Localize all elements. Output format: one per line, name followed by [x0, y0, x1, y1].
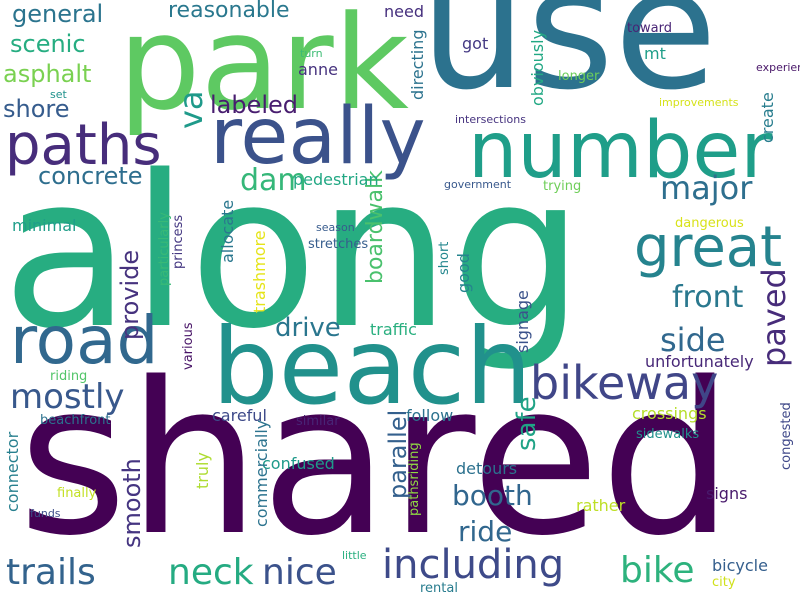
word-directing: directing: [408, 29, 427, 100]
word-provide: provide: [116, 249, 144, 340]
word-connector: connector: [3, 431, 22, 512]
word-sidewalks: sidewalks: [636, 427, 700, 442]
word-va: va: [172, 90, 210, 129]
word-use: use: [420, 0, 718, 127]
word-turn: turn: [300, 47, 323, 60]
word-commercially: commercially: [252, 419, 271, 527]
word-mt: mt: [644, 44, 666, 63]
word-rental: rental: [420, 581, 458, 596]
word-concrete: concrete: [38, 162, 143, 190]
word-bikeway: bikeway: [530, 356, 719, 410]
word-allocate: allocate: [218, 199, 237, 263]
word-paths: paths: [5, 113, 162, 178]
word-along: along: [2, 130, 584, 375]
word-paved: paved: [755, 268, 793, 367]
word-intersections: intersections: [455, 113, 526, 126]
word-experience: experience: [756, 61, 800, 74]
word-create: create: [758, 92, 777, 143]
word-need: need: [384, 2, 424, 21]
word-great: great: [634, 215, 783, 280]
word-really: really: [210, 92, 426, 182]
word-got: got: [462, 34, 489, 53]
word-bike: bike: [620, 550, 695, 591]
word-labeled: labeled: [210, 91, 299, 119]
word-funds: funds: [30, 507, 61, 520]
word-beachfront: beachfront: [40, 413, 111, 428]
word-safe: safe: [512, 396, 542, 451]
word-including: including: [382, 542, 565, 588]
word-side: side: [660, 321, 726, 359]
word-signs: signs: [706, 484, 748, 503]
word-nice: nice: [262, 552, 337, 593]
word-particularly: particularly: [157, 212, 172, 286]
word-city: city: [712, 575, 736, 590]
word-crossings: crossings: [632, 404, 707, 423]
word-park: park: [118, 0, 409, 139]
word-longer: longer: [558, 69, 600, 84]
word-confused: confused: [262, 454, 335, 473]
word-ride: ride: [458, 515, 513, 548]
word-traffic: traffic: [370, 320, 417, 339]
word-number: number: [468, 106, 773, 196]
word-signage: signage: [513, 290, 532, 353]
word-road: road: [10, 302, 159, 379]
word-mostly: mostly: [10, 377, 125, 417]
word-smooth: smooth: [118, 458, 146, 548]
word-booth: booth: [452, 479, 533, 512]
word-dam: dam: [240, 163, 307, 198]
word-obviously: obviously: [528, 29, 547, 106]
word-truly: truly: [193, 452, 212, 489]
word-good: good: [454, 253, 473, 293]
word-follow: follow: [406, 406, 454, 425]
word-asphalt: asphalt: [3, 60, 92, 88]
word-minimal: minimal: [12, 216, 77, 235]
word-trashmore: trashmore: [250, 230, 269, 313]
word-congested: congested: [779, 402, 794, 470]
word-reasonable: reasonable: [168, 0, 290, 23]
word-scenic: scenic: [10, 30, 86, 58]
word-bicycle: bicycle: [712, 556, 768, 575]
word-careful: careful: [212, 406, 267, 425]
word-various: various: [181, 322, 196, 370]
word-similar: similar: [296, 414, 340, 429]
word-front: front: [672, 280, 744, 315]
word-neck: neck: [168, 552, 254, 593]
word-beach: beach: [212, 306, 532, 428]
word-princess: princess: [171, 214, 186, 269]
word-short: short: [437, 241, 452, 275]
word-trying: trying: [543, 179, 582, 194]
word-major: major: [660, 169, 753, 207]
word-pathsriding: pathsriding: [407, 442, 422, 516]
word-shared: shared: [18, 337, 734, 582]
word-stretches: stretches: [308, 237, 369, 252]
word-general: general: [12, 0, 104, 28]
word-drive: drive: [275, 313, 341, 343]
word-set: set: [50, 88, 67, 101]
word-toward: toward: [627, 21, 673, 36]
word-trails: trails: [6, 552, 96, 593]
word-improvements: improvements: [659, 96, 739, 109]
word-government: government: [444, 178, 512, 191]
word-pedestrian: pedestrian: [293, 170, 379, 189]
word-rather: rather: [576, 496, 626, 515]
word-season: season: [316, 221, 355, 234]
word-shore: shore: [3, 95, 70, 123]
word-riding: riding: [50, 369, 88, 384]
word-dangerous: dangerous: [675, 216, 744, 231]
word-finally: finally: [57, 486, 97, 501]
word-little: little: [342, 549, 367, 562]
word-unfortunately: unfortunately: [645, 352, 754, 371]
word-detours: detours: [456, 459, 518, 478]
word-anne: anne: [298, 60, 338, 79]
